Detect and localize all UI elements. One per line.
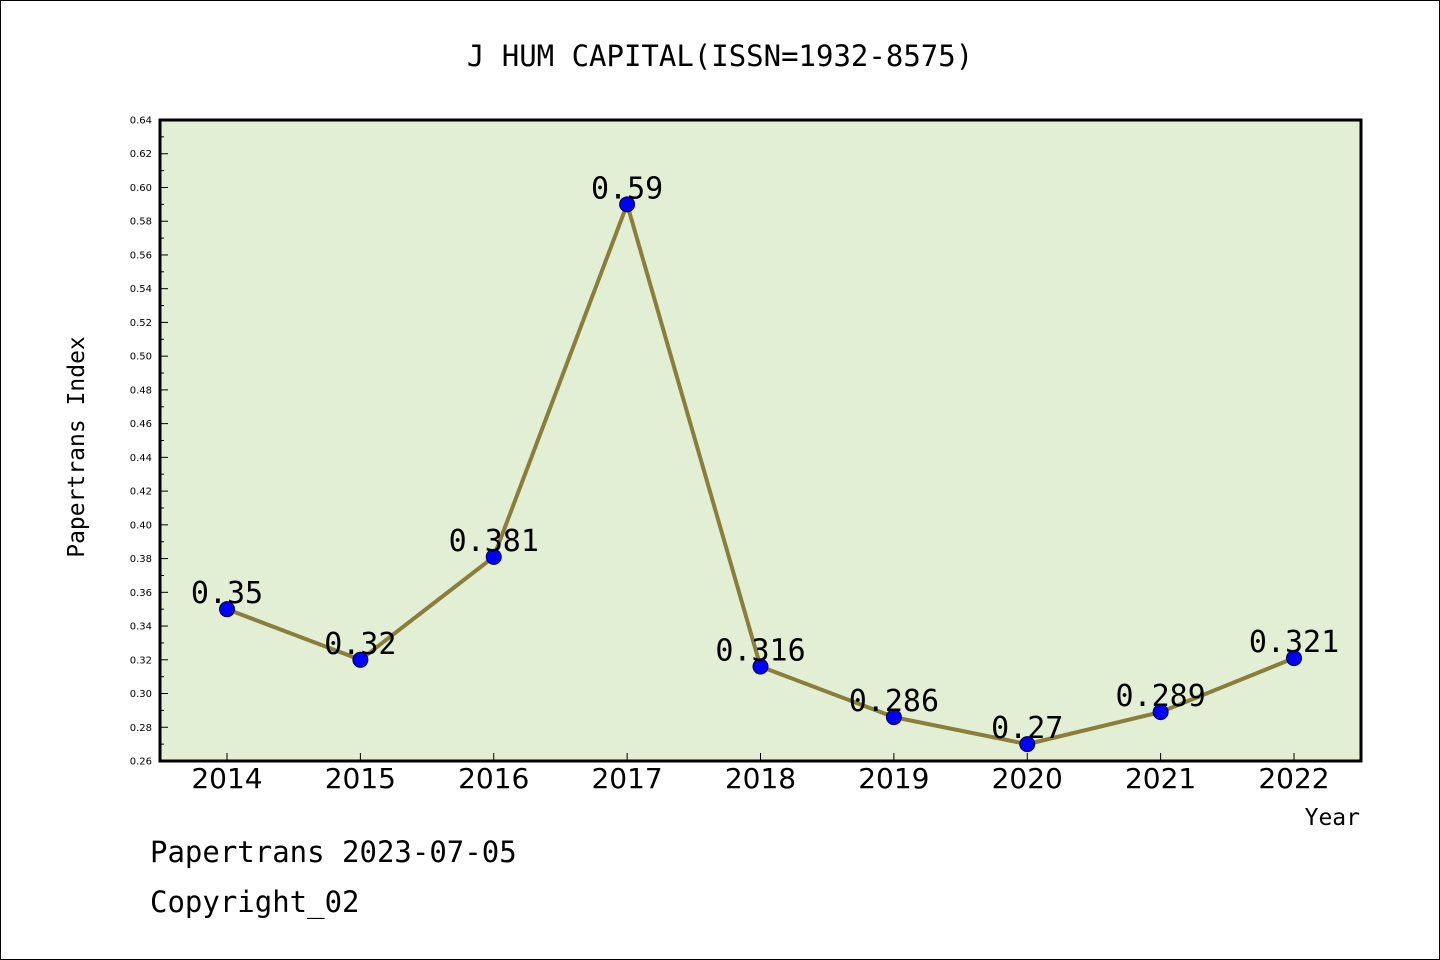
x-axis: 2014 2015 2016 2017 2018 2019 2020 2021 2022 (191, 753, 1330, 795)
y-tick-label: 0.32 (130, 655, 152, 666)
x-tick-label: 2020 (992, 762, 1063, 795)
x-tick-label: 2022 (1258, 762, 1329, 795)
y-tick-label: 0.40 (130, 520, 152, 531)
y-tick-label: 0.50 (130, 352, 152, 363)
y-tick-label: 0.42 (130, 487, 152, 498)
data-label: 0.32 (324, 627, 396, 662)
data-labels: 0.35 0.32 0.381 0.59 0.316 0.286 0.27 0.289 0.32… (191, 171, 1339, 746)
data-point (619, 196, 636, 213)
y-tick-label: 0.36 (130, 588, 152, 599)
data-point (885, 709, 902, 726)
y-tick-label: 0.60 (130, 183, 152, 194)
source-date-text: Papertrans 2023-07-05 (150, 835, 517, 869)
chart-title: J HUM CAPITAL(ISSN=1932-8575) (467, 39, 973, 73)
data-point (752, 658, 769, 675)
y-tick-label: 0.46 (130, 419, 152, 430)
data-point (1286, 650, 1302, 667)
y-axis-label: Papertrans Index (64, 336, 90, 558)
data-point (1019, 736, 1036, 753)
y-tick-label: 0.64 (130, 116, 152, 127)
y-tick-label: 0.26 (130, 757, 152, 768)
x-axis-label: Year (1305, 805, 1360, 831)
y-tick-label: 0.62 (130, 149, 152, 160)
data-point (485, 548, 502, 565)
x-tick-label: 2014 (191, 762, 262, 795)
y-tick-label: 0.38 (130, 554, 152, 565)
x-tick-label: 2016 (458, 762, 529, 795)
y-tick-label: 0.56 (130, 250, 152, 261)
x-tick-label: 2019 (858, 762, 929, 795)
data-label: 0.286 (849, 684, 939, 719)
data-label: 0.316 (715, 634, 805, 669)
data-label: 0.321 (1249, 625, 1339, 660)
data-label: 0.35 (191, 576, 263, 611)
y-tick-label: 0.28 (130, 723, 152, 734)
y-tick-label: 0.34 (130, 622, 152, 633)
plot-border (158, 118, 1363, 763)
x-tick-label: 2017 (591, 762, 662, 795)
y-tick-label: 0.44 (130, 453, 152, 464)
y-axis: 0.26 0.28 0.30 0.32 0.34 0.36 0.38 0.40 0.42 0.44… (130, 116, 168, 768)
x-tick-label: 2018 (725, 762, 796, 795)
y-tick-label: 0.54 (130, 284, 152, 295)
x-tick-label: 2015 (325, 762, 396, 795)
copyright-text: Copyright_02 (150, 885, 360, 919)
y-tick-label: 0.52 (130, 318, 152, 329)
y-tick-label: 0.58 (130, 217, 152, 228)
y-tick-label: 0.30 (130, 689, 152, 700)
data-label: 0.381 (449, 524, 539, 559)
data-point (1152, 704, 1169, 721)
data-point (352, 651, 369, 668)
data-label: 0.289 (1115, 679, 1205, 714)
data-label: 0.59 (591, 171, 663, 206)
data-label: 0.27 (991, 711, 1063, 746)
data-markers (219, 196, 1302, 753)
data-point (219, 601, 235, 618)
y-tick-label: 0.48 (130, 385, 152, 396)
x-tick-label: 2021 (1125, 762, 1196, 795)
